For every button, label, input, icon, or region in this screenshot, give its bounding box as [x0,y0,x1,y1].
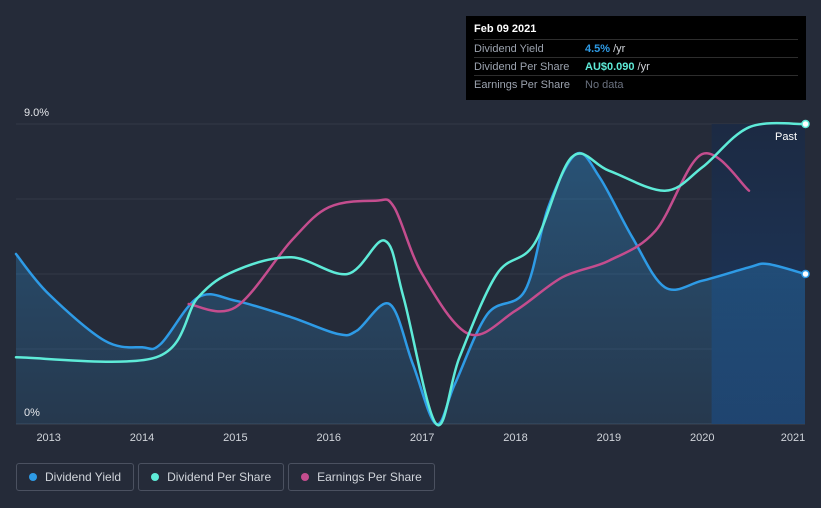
x-tick-label: 2014 [130,432,154,444]
legend-label: Dividend Yield [45,470,122,484]
x-tick-label: 2013 [36,432,60,444]
tooltip-unit: /yr [613,42,626,55]
legend-dividend-per-share[interactable]: Dividend Per Share [138,463,285,491]
chart-axes: 9.0% 0% 2013 2014 2015 2016 2017 2018 2019 2020 20… [24,107,805,444]
past-label: Past [775,131,797,143]
x-tick-label: 2019 [597,432,621,444]
chart-legend: Dividend Yield Dividend Per Share Earnin… [16,463,435,491]
legend-dot [151,473,160,481]
tooltip-label: Earnings Per Share [474,78,570,91]
x-tick-label: 2021 [781,432,805,444]
legend-label: Earnings Per Share [317,470,422,484]
dividend-yield-endpoint [801,269,810,279]
legend-label: Dividend Per Share [167,470,272,484]
x-tick-label: 2017 [410,432,434,444]
chart-tooltip: Feb 09 2021 Dividend Yield 4.5% /yr Divi… [466,16,806,100]
dividend-per-share-endpoint [801,119,810,129]
legend-dot [301,473,310,481]
x-tick-label: 2016 [317,432,341,444]
tooltip-row-dividend-yield: Dividend Yield 4.5% /yr [474,39,798,57]
tooltip-row-dividend-per-share: Dividend Per Share AU$0.090 /yr [474,57,798,75]
x-tick-label: 2015 [223,432,247,444]
tooltip-value: 4.5% [585,42,611,55]
legend-dot [29,473,37,481]
dividend-yield-area [16,152,805,425]
tooltip-date: Feb 09 2021 [474,23,537,35]
x-tick-label: 2018 [503,432,527,444]
legend-earnings-per-share[interactable]: Earnings Per Share [288,463,435,491]
y-axis-min-label: 0% [24,407,40,419]
earnings-per-share-line [187,152,751,337]
chart-series [14,119,810,427]
tooltip-value: No data [585,78,624,91]
dividend-per-share-line [14,121,807,427]
tooltip-row-earnings-per-share: Earnings Per Share No data [474,75,798,93]
x-tick-label: 2020 [690,432,714,444]
tooltip-label: Dividend Yield [474,42,544,55]
tooltip-value: AU$0.090 [585,60,635,73]
y-axis-max-label: 9.0% [24,107,49,119]
tooltip-unit: /yr [637,60,650,73]
tooltip-label: Dividend Per Share [474,60,570,73]
legend-dividend-yield[interactable]: Dividend Yield [16,463,135,491]
